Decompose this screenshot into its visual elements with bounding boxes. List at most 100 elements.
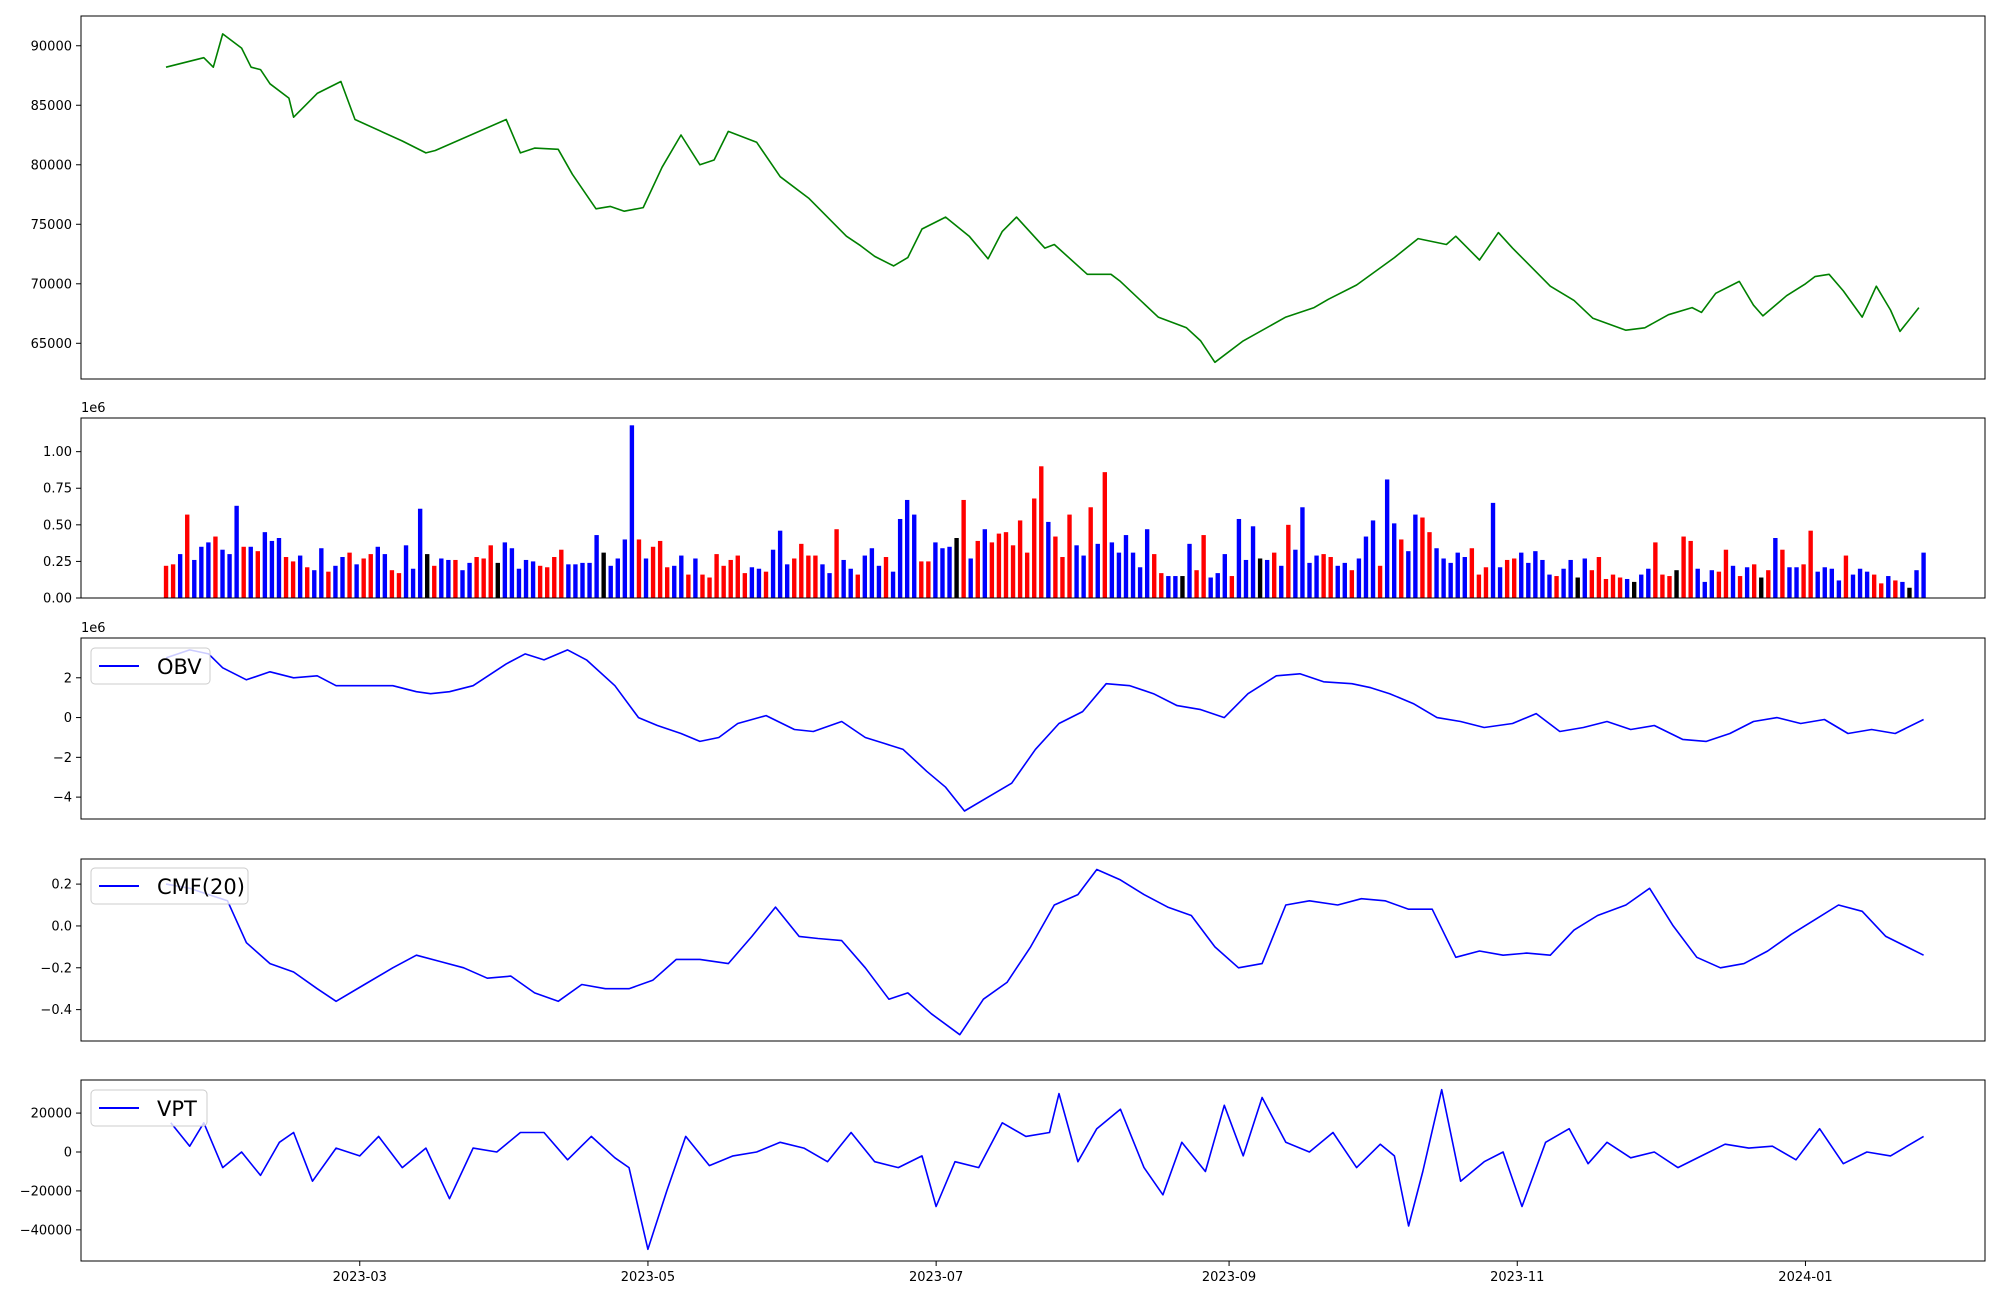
volume-bar [340,557,345,598]
x-tick-label: 2023-11 [1490,1270,1544,1285]
volume-bar [869,548,875,598]
volume-bar [1857,568,1863,598]
volume-bar [1695,568,1700,598]
volume-bar [312,570,317,598]
x-axis: 2023-03 2023-05 2023-07 2023-09 2023-11 2024-… [333,1261,1833,1285]
volume-bar [234,505,239,598]
volume-bar [883,557,889,598]
volume-bar [1272,552,1277,598]
volume-bar [1780,549,1785,598]
volume-bar [700,574,705,598]
volume-bar [672,565,677,598]
volume-bar [1194,570,1199,598]
cmf-series-line [165,868,1924,1036]
volume-bar [199,546,204,598]
vpt-y-tick-label: 0 [64,1146,72,1161]
volume-bar [1399,539,1404,598]
cmf-y-axis: −0.4 −0.2 0.0 0.2 [40,878,81,1018]
volume-bar [1547,574,1552,598]
cmf-legend-label: CMF(20) [157,875,245,899]
volume-bar [1307,562,1312,598]
price-panel-frame [80,15,1986,380]
vpt-legend: VPT [90,1089,208,1127]
volume-bar [1300,507,1305,598]
volume-bar [1879,583,1884,598]
volume-bar [453,559,458,598]
volume-bar [1907,587,1912,598]
volume-bar [1314,555,1319,598]
volume-bar [1081,555,1086,598]
volume-bar [1462,557,1467,598]
volume-bar [417,508,423,598]
cmf-y-tick-label: 0.2 [51,878,72,893]
volume-bar [1264,559,1270,598]
volume-bar [975,540,980,598]
volume-bar [1328,557,1333,598]
volume-bar [1674,570,1679,598]
volume-bar [269,540,275,598]
volume-bar [481,558,486,598]
obv-y-tick-label: 2 [64,671,72,686]
volume-bar [1603,578,1609,598]
volume-bar [1864,571,1870,598]
volume-bar [1152,554,1157,598]
volume-bar [262,532,268,598]
volume-bar [382,554,388,598]
vpt-y-tick-label: −40000 [20,1223,72,1238]
price-series-line [165,33,1920,364]
volume-bar [1483,567,1489,598]
volume-bar [1533,551,1538,598]
volume-bar [904,499,910,598]
volume-bar [820,564,825,598]
volume-bar [1568,559,1573,598]
volume-bar [368,554,373,598]
x-tick-label: 2023-07 [909,1270,963,1285]
volume-bar [185,514,190,598]
vpt-line-layer [170,1088,1925,1251]
vpt-y-axis: −40000 −20000 0 20000 [20,1107,81,1238]
obv-panel: −4 −2 0 2 1e6 OBV [53,621,1986,820]
volume-bar [1766,570,1771,598]
volume-bar [827,573,832,598]
volume-bar [439,558,444,598]
volume-bar [933,542,938,598]
volume-bar [516,568,522,598]
volume-bar [1596,557,1602,598]
volume-bar [1095,543,1100,598]
volume-bar [220,549,225,598]
volume-bar [1109,542,1115,598]
volume-bar [735,555,740,598]
volume-y-tick-label: 0.50 [43,518,72,533]
volume-bar [163,565,169,598]
volume-bar [495,562,500,598]
volume-bar [608,565,613,598]
volume-bar [841,559,846,598]
volume-bar [347,552,352,598]
cmf-line-layer [165,868,1924,1036]
x-tick-label: 2023-05 [621,1270,675,1285]
volume-bar [1243,559,1249,598]
volume-bar [396,573,402,598]
volume-bar [657,540,663,598]
volume-bar [1286,524,1291,598]
volume-bar [1173,576,1178,598]
volume-bar [1279,565,1284,598]
volume-bar [665,567,670,598]
volume-bar [241,546,246,598]
volume-bar [509,548,515,598]
volume-bar [742,573,748,598]
volume-bar [1208,577,1213,598]
volume-bar [1180,576,1185,598]
volume-bar [834,529,839,598]
volume-bar [1526,562,1531,598]
volume-bar [1815,571,1820,598]
volume-bar [784,564,790,598]
volume-bar [1229,576,1235,598]
volume-bar [530,561,536,598]
volume-y-tick-label: 0.75 [43,482,72,497]
price-line-layer [165,33,1920,364]
volume-bar [474,557,479,598]
vpt-legend-label: VPT [157,1097,197,1121]
volume-bar [1017,520,1023,598]
